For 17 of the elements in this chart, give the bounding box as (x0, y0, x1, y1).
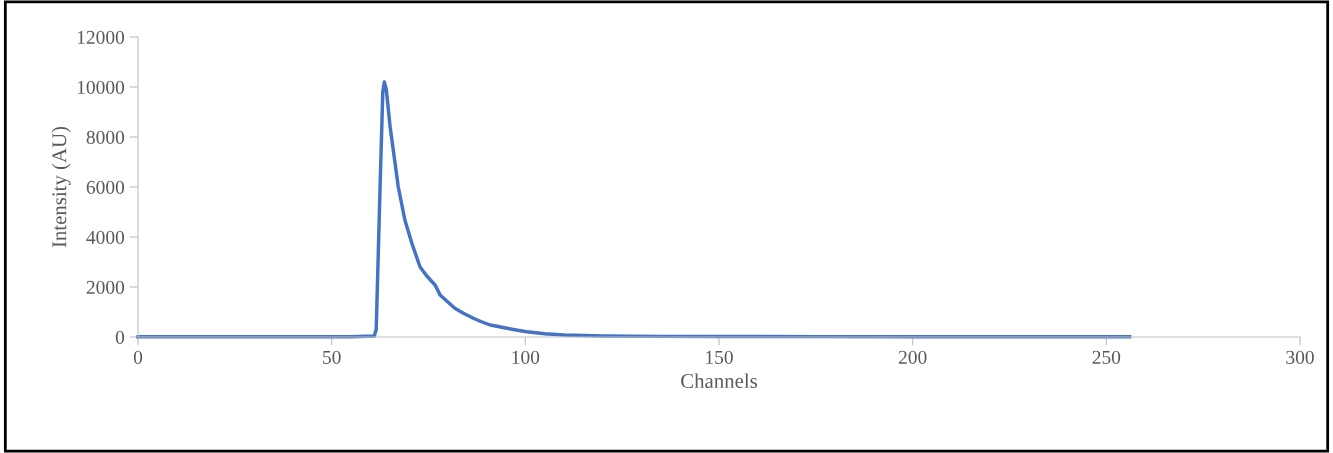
y-tick-label: 10000 (77, 80, 125, 94)
x-axis-title: Channels (681, 373, 758, 389)
y-tick-label: 8000 (86, 130, 125, 144)
y-tick-label: 6000 (86, 180, 125, 194)
x-tick-label: 200 (898, 350, 927, 364)
x-tick-label: 300 (1286, 350, 1314, 364)
x-tick-label: 100 (512, 350, 540, 364)
y-axis-title: Intensity (AU) (51, 126, 71, 248)
line-series (136, 80, 1132, 339)
y-tick-label: 0 (115, 330, 125, 344)
y-tick-label: 12000 (77, 30, 125, 44)
x-tick-label: 250 (1092, 350, 1121, 364)
x-tick-label: 50 (323, 350, 341, 364)
y-tick-label: 2000 (86, 280, 125, 294)
y-tick-label: 4000 (86, 230, 125, 244)
x-tick-label: 0 (133, 350, 143, 364)
x-tick-label: 150 (706, 350, 733, 364)
